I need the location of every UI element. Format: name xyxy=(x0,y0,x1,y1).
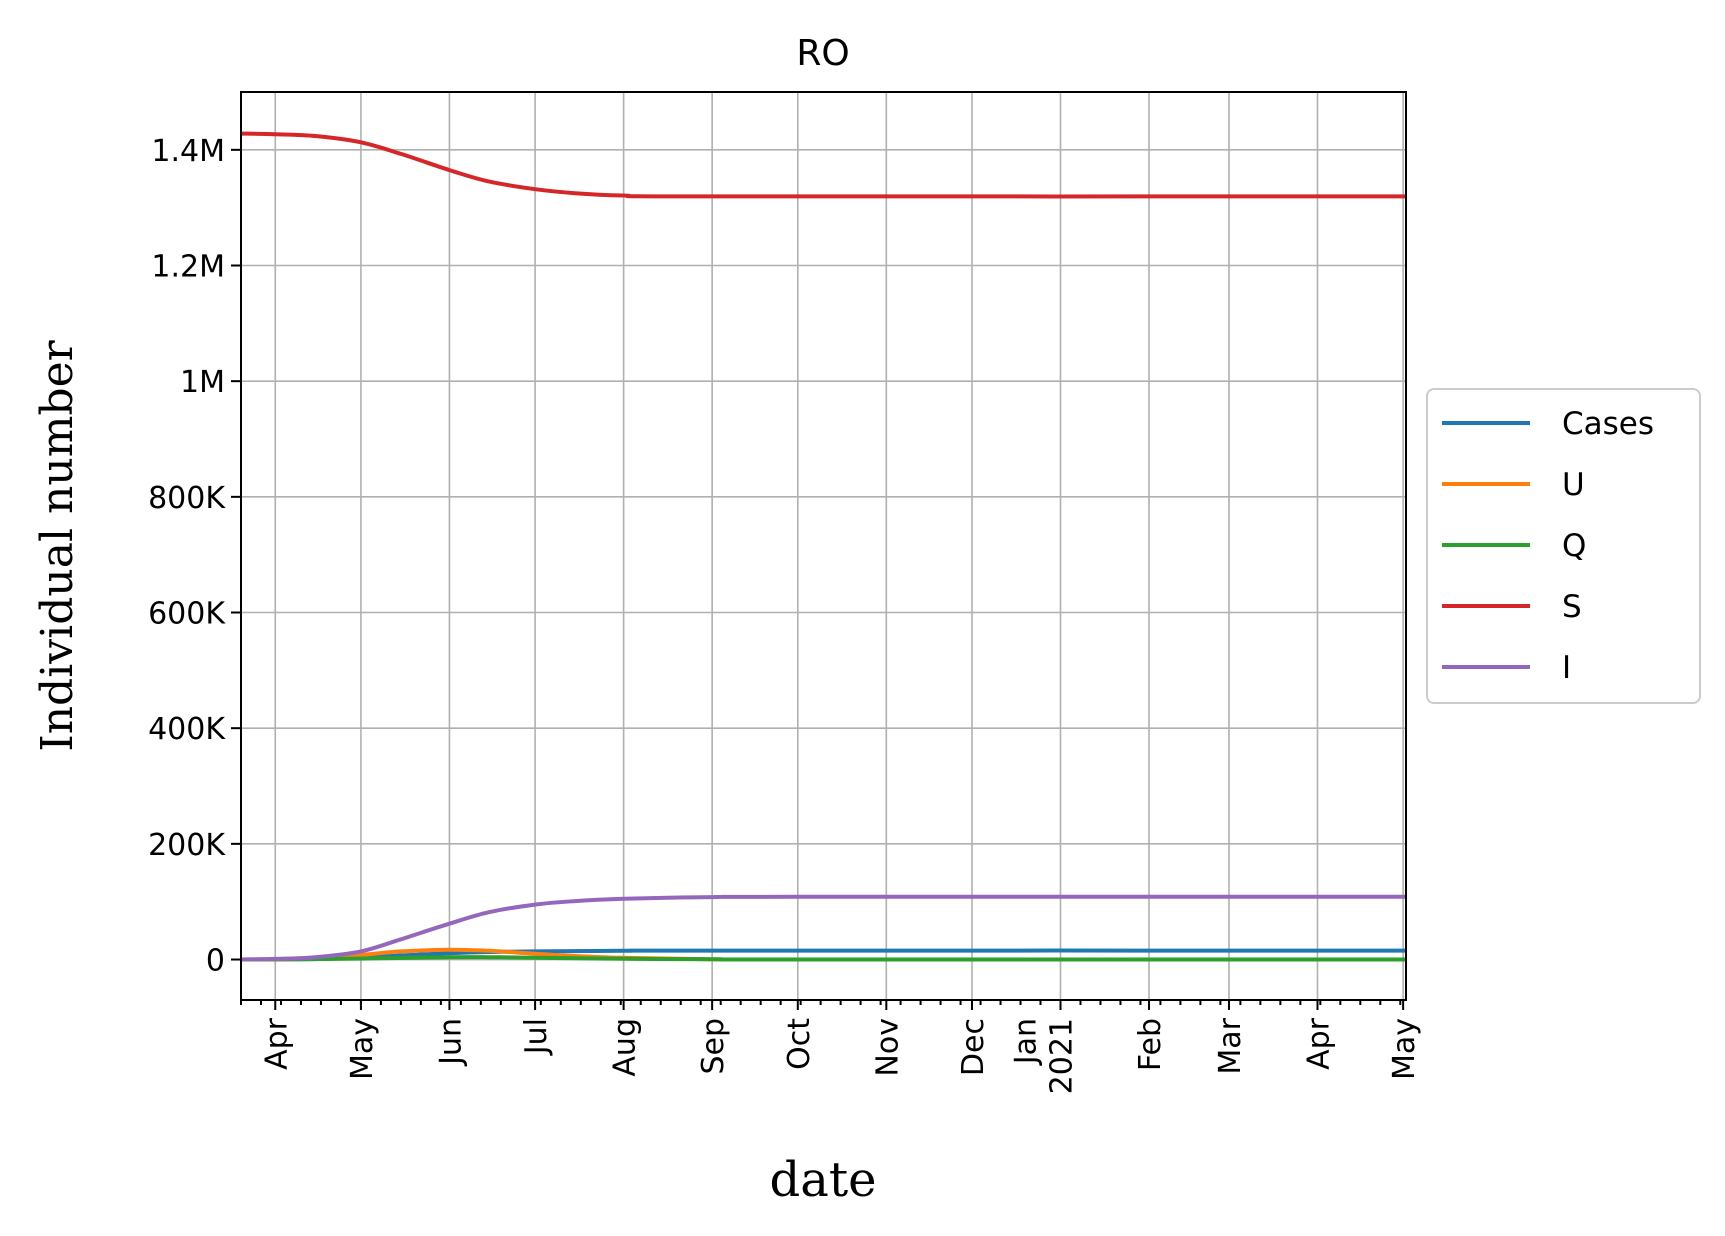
legend-label: I xyxy=(1562,650,1571,686)
y-tick-label: 200K xyxy=(148,828,226,863)
x-tick-label: May xyxy=(345,1018,380,1080)
y-tick-label: 1.4M xyxy=(151,134,225,169)
x-axis-ticks: Apr May Jun Jul Aug Sep Oct Nov Dec Jan2021 Feb Mar… xyxy=(240,1000,1422,1094)
x-tick-label: May xyxy=(1387,1018,1422,1080)
y-axis-ticks: 0 200K 400K 600K 800K 1M 1.2M 1.4M xyxy=(148,134,241,979)
x-tick-label: Oct xyxy=(782,1018,817,1070)
series-line-i xyxy=(240,894,1407,962)
x-tick-label: Mar xyxy=(1213,1017,1248,1074)
x-tick-label: Jan2021 xyxy=(1008,1018,1079,1094)
plot-frame xyxy=(240,91,1407,1001)
y-tick-label: 400K xyxy=(148,712,226,747)
series-line-s xyxy=(240,131,1407,199)
legend-label: S xyxy=(1562,589,1582,625)
y-tick-label: 600K xyxy=(148,597,226,632)
legend-label: U xyxy=(1562,467,1585,503)
y-tick-label: 800K xyxy=(148,481,226,516)
x-tick-label: Nov xyxy=(870,1018,905,1077)
grid xyxy=(241,92,1406,1000)
x-tick-label: Apr xyxy=(1301,1017,1336,1070)
y-tick-label: 1M xyxy=(180,365,225,400)
series-line-q xyxy=(240,955,1406,962)
x-tick-label: Jul xyxy=(519,1018,554,1056)
chart-title: RO xyxy=(796,33,849,74)
x-tick-label: Apr xyxy=(259,1017,294,1070)
x-tick-label: Dec xyxy=(956,1018,991,1076)
y-tick-label: 1.2M xyxy=(151,250,225,285)
y-tick-label: 0 xyxy=(206,944,225,979)
x-tick-label: Jun xyxy=(433,1018,468,1067)
legend-label: Q xyxy=(1562,528,1586,564)
x-tick-label: Aug xyxy=(608,1018,643,1077)
x-axis-label: date xyxy=(769,1152,876,1208)
y-axis-label: Individual number xyxy=(32,339,83,751)
legend-label: Cases xyxy=(1562,406,1654,442)
series-lines xyxy=(240,131,1407,962)
legend-box xyxy=(1426,388,1701,704)
x-tick-label: Sep xyxy=(696,1018,731,1075)
x-tick-label: Feb xyxy=(1133,1018,1168,1071)
